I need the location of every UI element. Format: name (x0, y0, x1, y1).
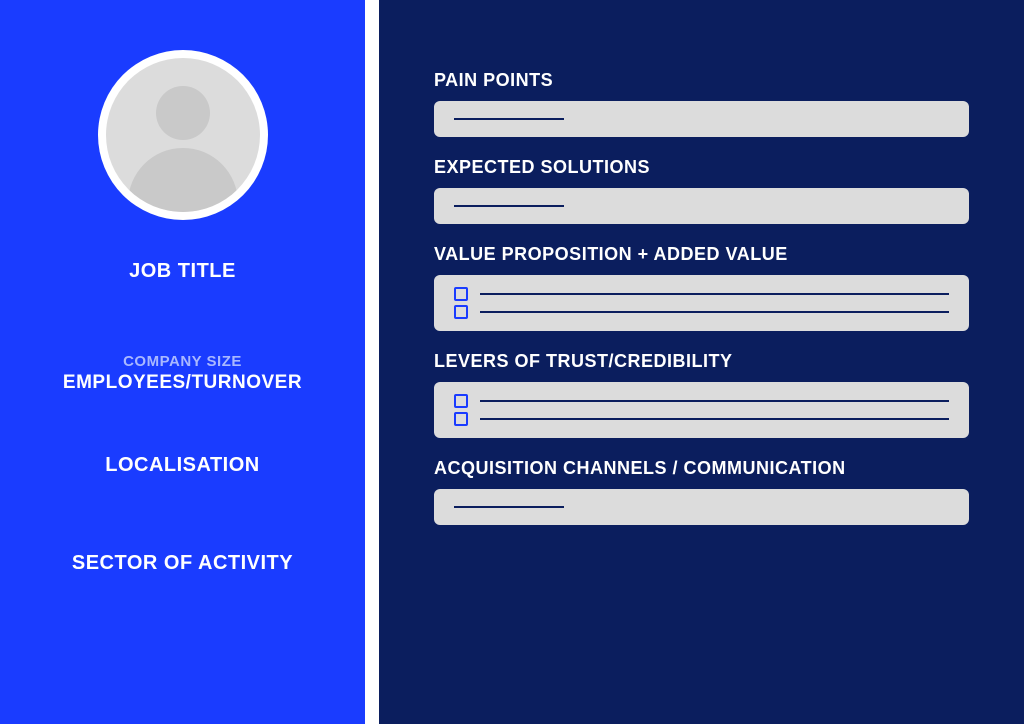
placeholder-line (454, 205, 564, 207)
placeholder-line (480, 418, 949, 420)
placeholder-line (480, 293, 949, 295)
left-panel: JOB TITLE COMPANY SIZE EMPLOYEES/TURNOVE… (0, 0, 365, 724)
avatar-placeholder (98, 50, 268, 220)
placeholder-line (480, 311, 949, 313)
checkbox-icon[interactable] (454, 287, 468, 301)
checkbox-icon[interactable] (454, 412, 468, 426)
localisation-label: LOCALISATION (105, 454, 260, 477)
checklist-row (454, 392, 949, 410)
sector-label: SECTOR OF ACTIVITY (72, 552, 293, 575)
checkbox-icon[interactable] (454, 394, 468, 408)
placeholder-line (480, 400, 949, 402)
section-value-proposition: VALUE PROPOSITION + ADDED VALUE (434, 244, 969, 331)
placeholder-line (454, 118, 564, 120)
field-pain-points[interactable] (434, 101, 969, 137)
heading-expected-solutions: EXPECTED SOLUTIONS (434, 157, 969, 178)
placeholder-line (454, 506, 564, 508)
avatar-icon (106, 58, 260, 212)
section-pain-points: PAIN POINTS (434, 70, 969, 137)
company-size-label: COMPANY SIZE (123, 353, 242, 370)
section-expected-solutions: EXPECTED SOLUTIONS (434, 157, 969, 224)
heading-pain-points: PAIN POINTS (434, 70, 969, 91)
field-value-proposition[interactable] (434, 275, 969, 331)
heading-acquisition: ACQUISITION CHANNELS / COMMUNICATION (434, 458, 969, 479)
section-acquisition: ACQUISITION CHANNELS / COMMUNICATION (434, 458, 969, 525)
panel-divider (365, 0, 379, 724)
section-levers: LEVERS OF TRUST/CREDIBILITY (434, 351, 969, 438)
right-panel: PAIN POINTS EXPECTED SOLUTIONS VALUE PRO… (379, 0, 1024, 724)
company-size-value: EMPLOYEES/TURNOVER (63, 372, 302, 394)
checkbox-icon[interactable] (454, 305, 468, 319)
checklist-row (454, 410, 949, 428)
heading-levers: LEVERS OF TRUST/CREDIBILITY (434, 351, 969, 372)
field-levers[interactable] (434, 382, 969, 438)
checklist-row (454, 285, 949, 303)
field-acquisition[interactable] (434, 489, 969, 525)
job-title-label: JOB TITLE (129, 260, 236, 283)
field-expected-solutions[interactable] (434, 188, 969, 224)
heading-value-proposition: VALUE PROPOSITION + ADDED VALUE (434, 244, 969, 265)
checklist-row (454, 303, 949, 321)
